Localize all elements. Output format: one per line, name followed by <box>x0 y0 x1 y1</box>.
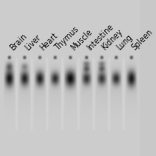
Text: Heart: Heart <box>39 30 60 52</box>
Text: Liver: Liver <box>23 32 43 52</box>
Text: Muscle: Muscle <box>69 27 94 52</box>
Text: Intestine: Intestine <box>85 22 115 52</box>
Text: Spleen: Spleen <box>130 27 155 52</box>
Text: Lung: Lung <box>115 32 134 52</box>
Text: Kidney: Kidney <box>100 27 125 52</box>
Text: Thymus: Thymus <box>54 24 82 52</box>
Text: Brain: Brain <box>8 31 29 52</box>
